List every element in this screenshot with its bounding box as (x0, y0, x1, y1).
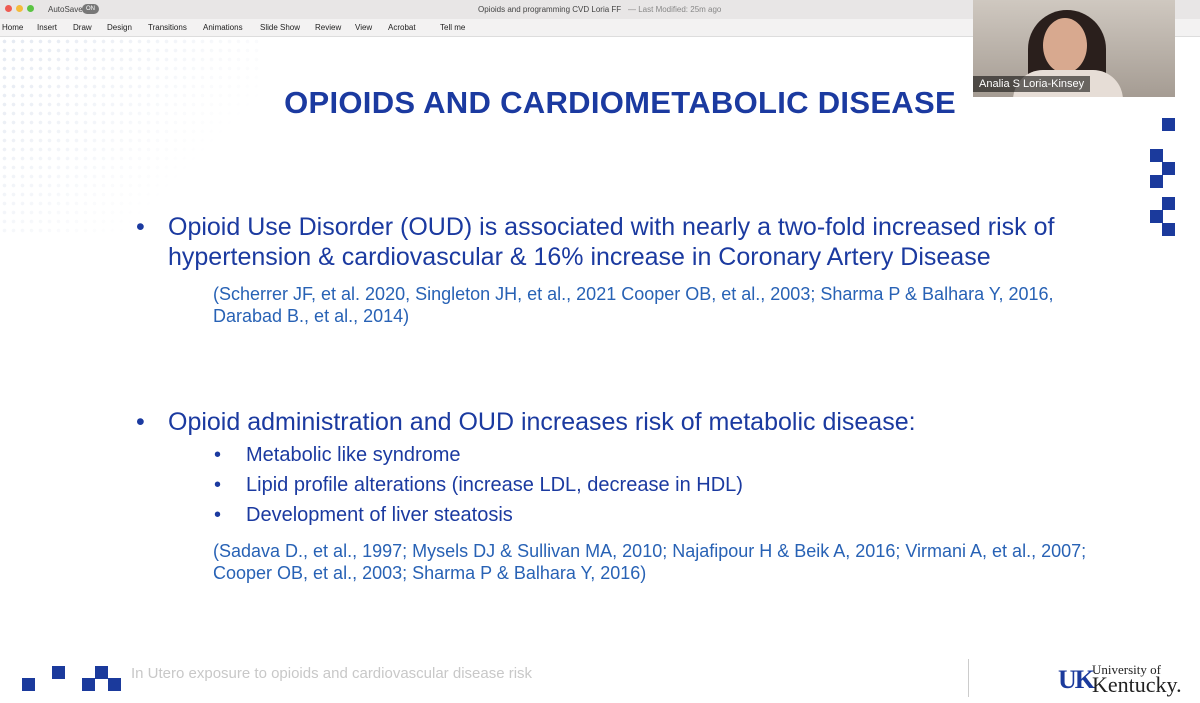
video-tile: Analia S Loria-Kinsey (973, 0, 1175, 97)
ribbon-tab[interactable]: Animations (203, 23, 243, 32)
ribbon: Home Insert Draw Design Transitions Animation… (0, 19, 1200, 37)
ribbon-tab[interactable]: Acrobat (388, 23, 416, 32)
ribbon-tab[interactable]: Design (107, 23, 132, 32)
bullet: Opioid Use Disorder (OUD) is associated … (136, 212, 1128, 272)
participant-name: Analia S Loria-Kinsey (973, 76, 1091, 92)
ribbon-tab[interactable]: Review (315, 23, 342, 32)
sub-bullet: Metabolic like syndrome (214, 444, 460, 467)
ribbon-tab[interactable]: View (355, 23, 373, 32)
ribbon-tab[interactable]: Insert (37, 23, 58, 32)
document-name: Opioids and programming CVD Loria FF (478, 5, 622, 14)
reference: (Sadava D., et al., 1997; Mysels DJ & Su… (213, 541, 1087, 583)
ribbon-tab[interactable]: Draw (73, 23, 92, 32)
last-modified: — Last Modified: 25m ago (628, 5, 722, 14)
autosave[interactable]: AutoSave (48, 5, 83, 14)
ribbon-tab[interactable]: Tell me (440, 23, 466, 32)
slide-footer: In Utero exposure to opioids and cardiov… (131, 665, 533, 682)
dot-pattern (0, 37, 260, 237)
bullet: Opioid administration and OUD increases … (136, 407, 1128, 437)
logo-line2: Kentucky. (1092, 672, 1182, 697)
ribbon-tab[interactable]: Transitions (148, 23, 187, 32)
slide: OPIOIDS AND CARDIOMETABOLIC DISEASE Opio… (0, 37, 1200, 703)
ribbon-tab[interactable]: Home (2, 23, 24, 32)
sub-bullet: Development of liver steatosis (214, 504, 513, 527)
sub-bullet: Lipid profile alterations (increase LDL,… (214, 474, 743, 497)
slide-title: OPIOIDS AND CARDIOMETABOLIC DISEASE (284, 85, 956, 120)
reference: (Scherrer JF, et al. 2020, Singleton JH,… (213, 284, 1054, 326)
logo-line1: University of (1092, 662, 1161, 677)
ribbon-tab[interactable]: Slide Show (260, 23, 301, 32)
autosave-toggle[interactable]: ON (82, 4, 99, 14)
